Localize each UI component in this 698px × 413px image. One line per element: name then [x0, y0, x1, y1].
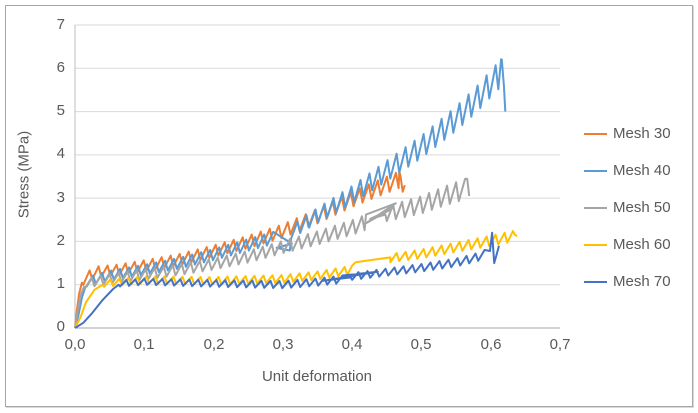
legend-line-swatch: [584, 243, 607, 246]
x-tick-label: 0,5: [410, 336, 432, 353]
legend-label: Mesh 30: [613, 125, 671, 142]
legend-label: Mesh 50: [613, 199, 671, 216]
legend-item-mesh-60: Mesh 60: [584, 234, 671, 255]
x-tick-label: 0,6: [480, 336, 502, 353]
series-line-mesh-70: [74, 231, 500, 329]
y-axis-title: Stress (MPa): [15, 130, 33, 219]
legend-label: Mesh 70: [613, 273, 671, 290]
series-line-mesh-50: [74, 177, 471, 329]
x-tick-label: 0,3: [272, 336, 294, 353]
y-tick-label: 2: [56, 232, 65, 249]
x-tick-label: 0,1: [133, 336, 155, 353]
legend-item-mesh-50: Mesh 50: [584, 197, 671, 218]
legend-line-swatch: [584, 169, 607, 172]
legend: Mesh 30 Mesh 40 Mesh 50 Mesh 60 Mesh 70: [584, 123, 671, 292]
series-line-mesh-30: [74, 170, 406, 329]
legend-line-swatch: [584, 132, 607, 135]
series-line-mesh-60: [74, 230, 518, 329]
y-tick-label: 0: [56, 318, 65, 335]
x-tick-label: 0,4: [341, 336, 363, 353]
legend-label: Mesh 40: [613, 162, 671, 179]
chart-border-frame: [5, 5, 693, 407]
x-tick-label: 0,2: [203, 336, 225, 353]
series-line-mesh-40: [74, 58, 507, 329]
legend-line-swatch: [584, 280, 607, 283]
y-tick-label: 4: [56, 145, 65, 162]
y-tick-label: 3: [56, 189, 65, 206]
y-tick-label: 5: [56, 102, 65, 119]
legend-line-swatch: [584, 206, 607, 209]
legend-item-mesh-70: Mesh 70: [584, 271, 671, 292]
x-tick-label: 0,0: [64, 336, 86, 353]
legend-item-mesh-30: Mesh 30: [584, 123, 671, 144]
x-tick-label: 0,7: [549, 336, 571, 353]
y-tick-label: 1: [56, 275, 65, 292]
legend-item-mesh-40: Mesh 40: [584, 160, 671, 181]
legend-label: Mesh 60: [613, 236, 671, 253]
y-tick-label: 6: [56, 59, 65, 76]
y-tick-label: 7: [56, 16, 65, 33]
x-axis-title: Unit deformation: [261, 368, 373, 385]
